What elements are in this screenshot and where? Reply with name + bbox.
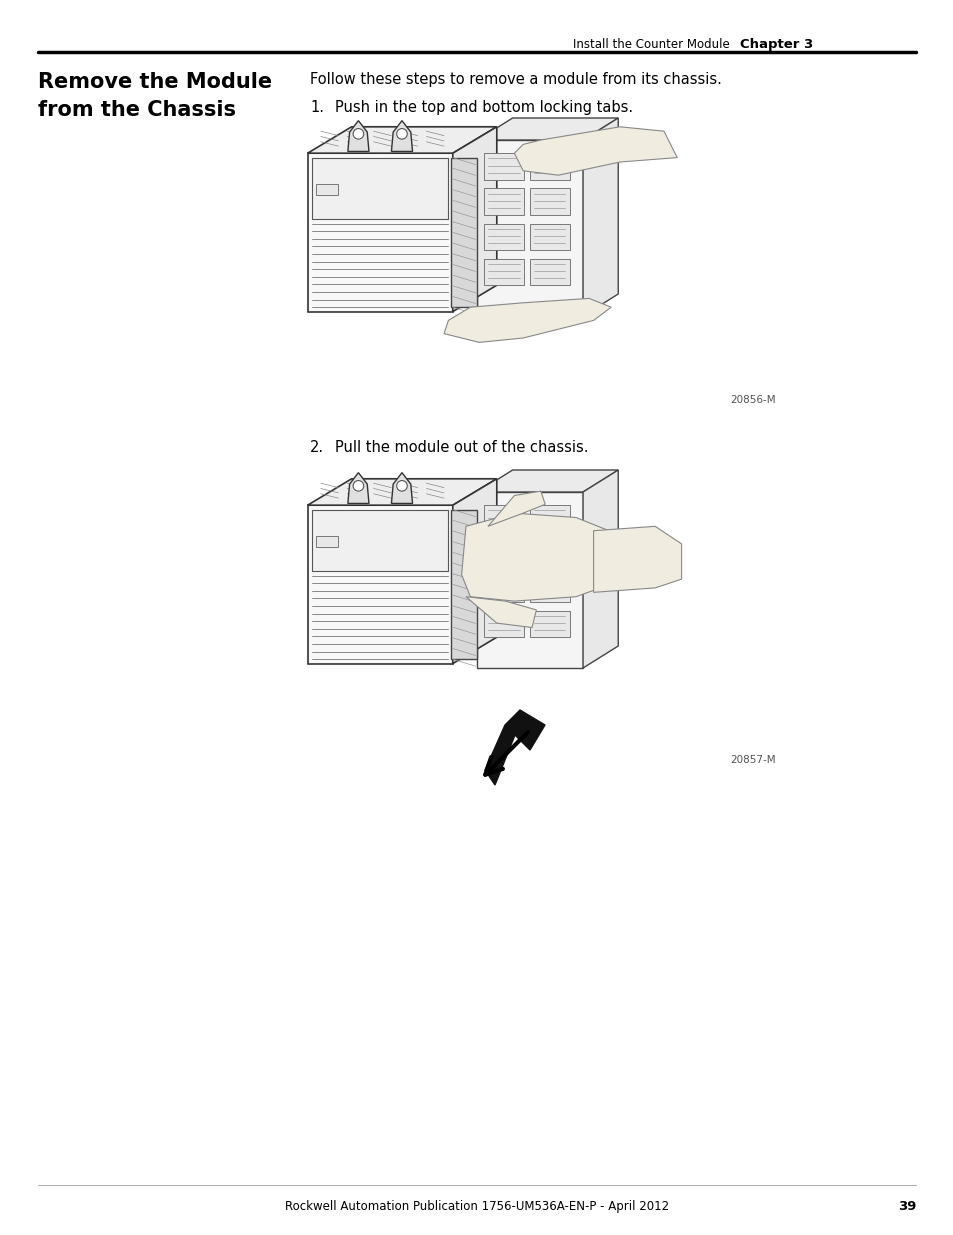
Text: Chapter 3: Chapter 3 <box>740 38 812 51</box>
Text: Install the Counter Module: Install the Counter Module <box>573 38 729 51</box>
Bar <box>307 153 453 311</box>
Bar <box>530 153 569 179</box>
Polygon shape <box>476 471 618 492</box>
Text: Rockwell Automation Publication 1756-UM536A-EN-P - April 2012: Rockwell Automation Publication 1756-UM5… <box>285 1200 668 1213</box>
Bar <box>530 259 569 285</box>
Polygon shape <box>461 513 633 601</box>
Bar <box>530 189 569 215</box>
Bar <box>312 510 448 572</box>
Bar <box>484 189 523 215</box>
Bar <box>530 224 569 249</box>
Polygon shape <box>514 127 677 175</box>
Text: 2.: 2. <box>310 440 324 454</box>
Polygon shape <box>582 471 618 668</box>
Polygon shape <box>307 127 497 153</box>
Polygon shape <box>443 299 611 342</box>
Bar <box>484 541 523 567</box>
Polygon shape <box>582 119 618 316</box>
Circle shape <box>353 480 363 492</box>
Text: 39: 39 <box>897 1200 915 1213</box>
Text: 20856-M: 20856-M <box>729 395 775 405</box>
Bar <box>451 510 476 659</box>
Text: Remove the Module: Remove the Module <box>38 72 272 91</box>
Polygon shape <box>488 492 544 526</box>
Polygon shape <box>593 526 680 593</box>
Bar <box>312 158 448 219</box>
Polygon shape <box>484 710 544 785</box>
Bar <box>476 492 582 668</box>
Text: Push in the top and bottom locking tabs.: Push in the top and bottom locking tabs. <box>335 100 633 115</box>
Bar <box>316 184 338 195</box>
Polygon shape <box>348 121 369 152</box>
Polygon shape <box>465 597 536 627</box>
Bar <box>530 505 569 531</box>
Bar <box>484 259 523 285</box>
Text: 1.: 1. <box>310 100 324 115</box>
Circle shape <box>353 128 363 140</box>
Bar <box>307 505 453 663</box>
Polygon shape <box>476 119 618 140</box>
Bar <box>476 140 582 316</box>
Polygon shape <box>307 479 497 505</box>
Bar <box>484 153 523 179</box>
Bar <box>451 158 476 308</box>
Bar <box>484 576 523 601</box>
Text: Pull the module out of the chassis.: Pull the module out of the chassis. <box>335 440 588 454</box>
Bar <box>530 541 569 567</box>
Polygon shape <box>391 121 412 152</box>
Bar <box>530 576 569 601</box>
Text: Follow these steps to remove a module from its chassis.: Follow these steps to remove a module fr… <box>310 72 721 86</box>
Bar <box>316 536 338 547</box>
Bar <box>530 611 569 637</box>
Bar <box>484 224 523 249</box>
Polygon shape <box>391 473 412 504</box>
Circle shape <box>396 480 407 492</box>
Polygon shape <box>453 127 497 311</box>
Text: 20857-M: 20857-M <box>729 755 775 764</box>
Circle shape <box>396 128 407 140</box>
Polygon shape <box>348 473 369 504</box>
Polygon shape <box>453 479 497 663</box>
Text: from the Chassis: from the Chassis <box>38 100 235 120</box>
Bar <box>484 505 523 531</box>
Bar <box>484 611 523 637</box>
